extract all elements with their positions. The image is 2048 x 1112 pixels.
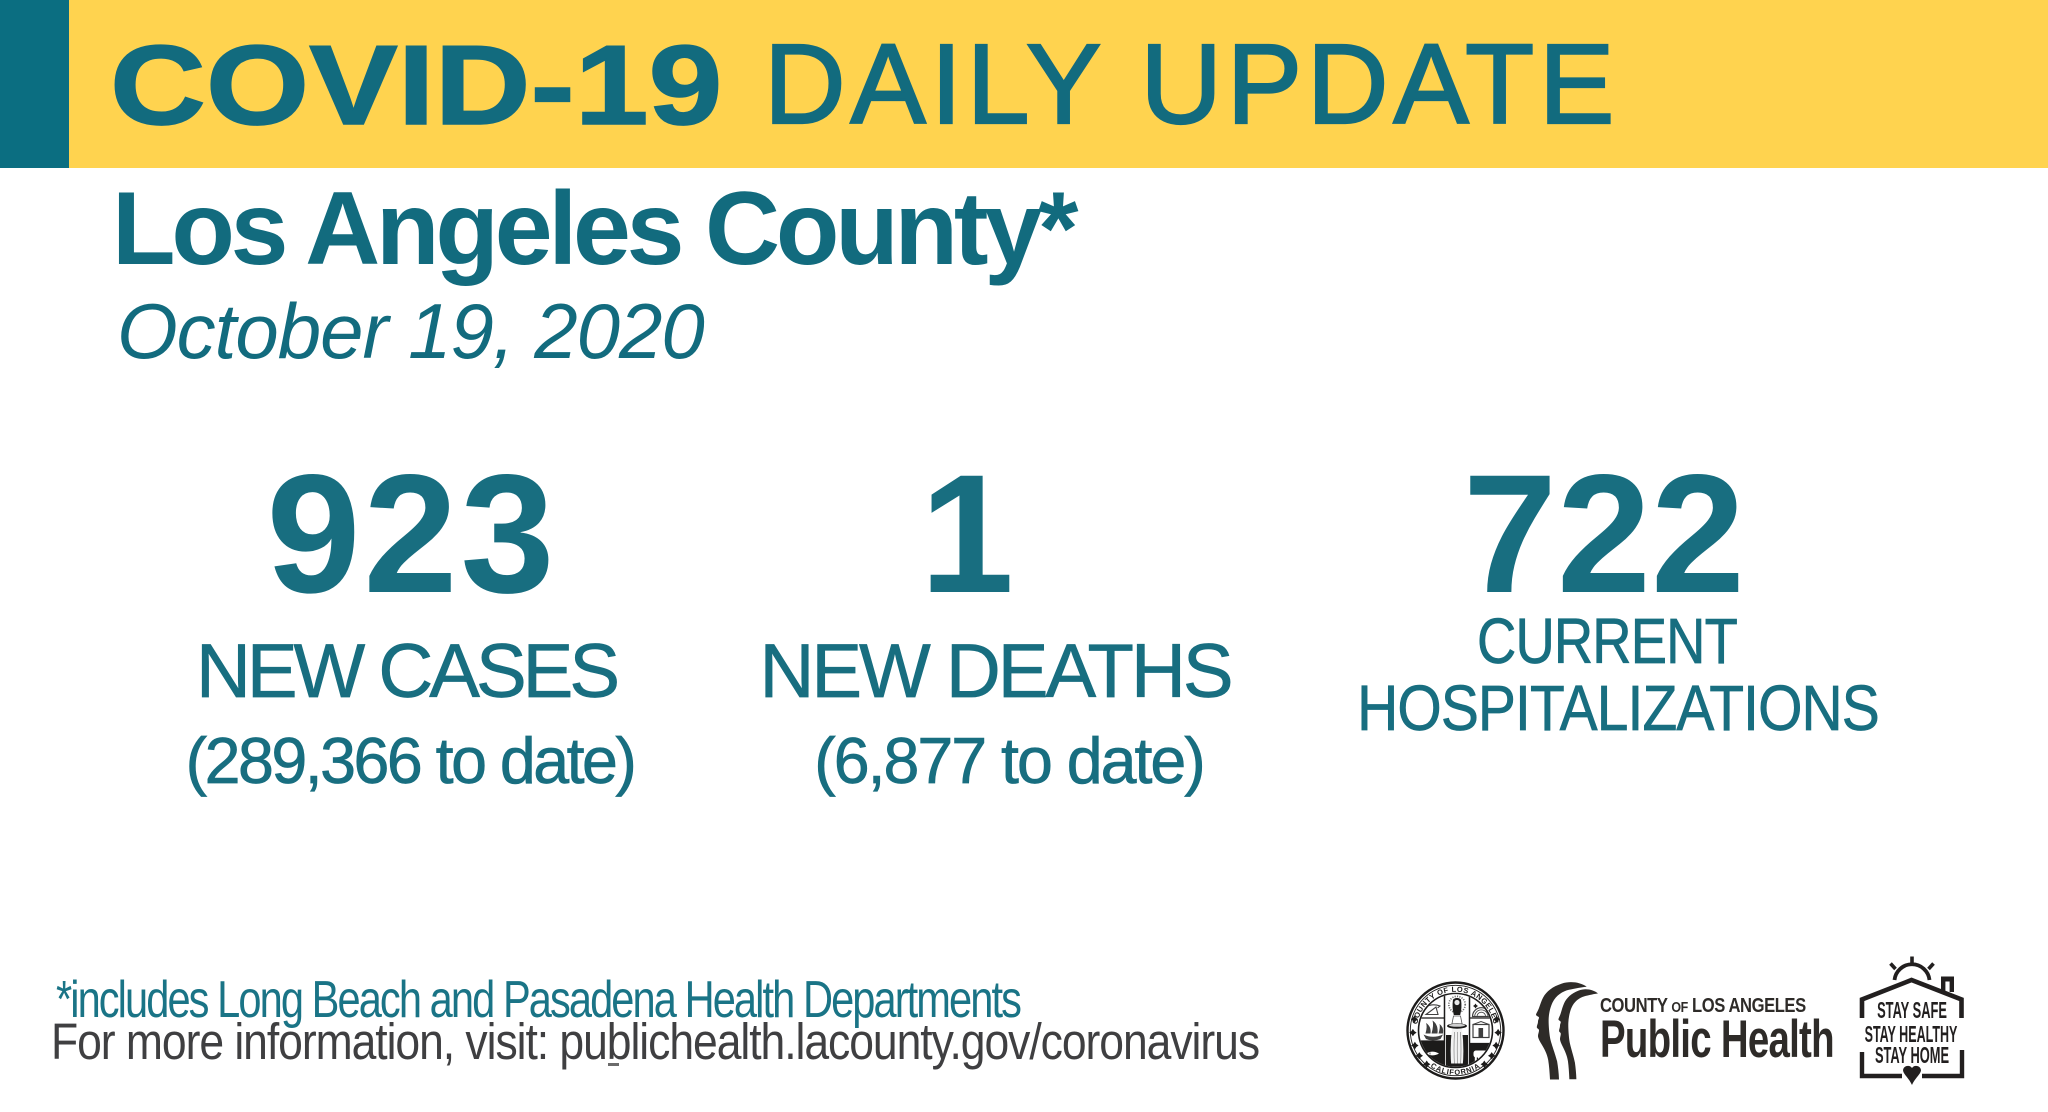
svg-text:STAY HEALTHY: STAY HEALTHY (1865, 1021, 1958, 1047)
svg-text:STAY HOME: STAY HOME (1875, 1042, 1949, 1068)
svg-text:Public Health: Public Health (1600, 1009, 1834, 1069)
svg-text:STAY SAFE: STAY SAFE (1877, 997, 1947, 1023)
svg-text:COUNTY OF LOS ANGELES: COUNTY OF LOS ANGELES (1600, 994, 1806, 1017)
